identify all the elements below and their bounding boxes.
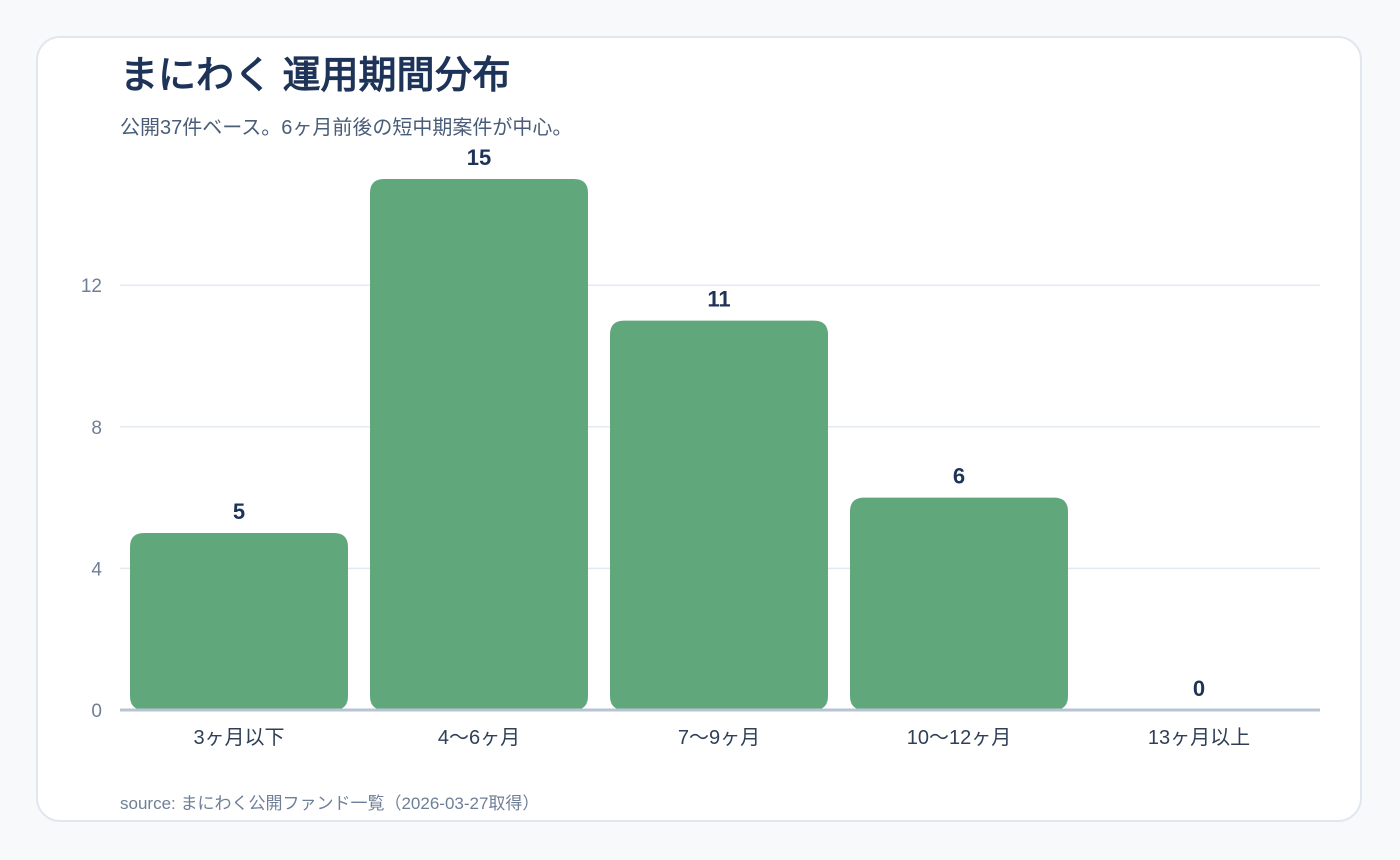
bar-value-label: 5 bbox=[233, 499, 245, 524]
y-axis-ticks: 0 4 8 12 bbox=[81, 276, 103, 722]
bar bbox=[370, 179, 588, 710]
bar-value-label: 15 bbox=[467, 145, 491, 170]
x-axis-labels: 3ヶ月以下 4〜6ヶ月 7〜9ヶ月 10〜12ヶ月 13ヶ月以上 bbox=[193, 726, 1250, 749]
chart-subtitle: 公開37件ベース。6ヶ月前後の短中期案件が中心。 bbox=[120, 117, 573, 139]
bar bbox=[610, 320, 828, 710]
bars bbox=[130, 179, 1068, 710]
bar-value-label: 6 bbox=[953, 464, 965, 489]
x-category-label: 7〜9ヶ月 bbox=[678, 727, 760, 749]
x-category-label: 4〜6ヶ月 bbox=[438, 727, 520, 749]
y-tick-label: 4 bbox=[91, 559, 102, 580]
value-labels: 5 15 11 6 0 bbox=[233, 145, 1205, 701]
bar-value-label: 0 bbox=[1193, 676, 1205, 701]
bar bbox=[130, 533, 348, 710]
source-note: source: まにわく公開ファンド一覧（2026-03-27取得） bbox=[120, 794, 540, 813]
x-category-label: 13ヶ月以上 bbox=[1148, 726, 1250, 749]
x-category-label: 10〜12ヶ月 bbox=[907, 727, 1012, 749]
x-category-label: 3ヶ月以下 bbox=[193, 727, 284, 749]
y-tick-label: 8 bbox=[91, 418, 102, 439]
chart-title: まにわく 運用期間分布 bbox=[120, 55, 511, 97]
y-tick-label: 12 bbox=[81, 276, 102, 297]
bar-value-label: 11 bbox=[707, 287, 730, 312]
y-tick-label: 0 bbox=[91, 701, 102, 722]
bar bbox=[850, 497, 1068, 710]
